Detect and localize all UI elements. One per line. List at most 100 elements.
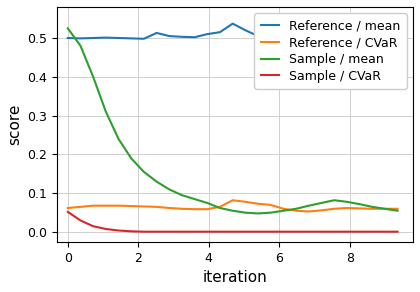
Reference / CVaR (205, 207, 210, 211)
Sample / mean (306, 204, 311, 207)
Sample / mean (294, 207, 299, 211)
Reference / CVaR (129, 204, 134, 208)
Reference / mean (205, 32, 210, 36)
Line: Sample / mean: Sample / mean (68, 28, 398, 213)
Reference / mean (179, 35, 184, 39)
Sample / CVaR (243, 230, 248, 233)
Sample / mean (205, 201, 210, 205)
Sample / CVaR (78, 219, 83, 222)
Sample / mean (382, 207, 387, 211)
Sample / mean (129, 157, 134, 160)
Sample / mean (230, 209, 235, 213)
Sample / CVaR (65, 210, 70, 214)
Sample / mean (357, 202, 362, 206)
Reference / mean (357, 30, 362, 34)
Sample / mean (167, 188, 172, 191)
Sample / CVaR (319, 230, 324, 233)
Sample / mean (344, 200, 349, 204)
Sample / CVaR (91, 225, 96, 228)
Sample / CVaR (103, 227, 108, 231)
Reference / CVaR (103, 204, 108, 207)
Reference / mean (294, 42, 299, 46)
Reference / mean (116, 36, 121, 40)
Reference / CVaR (268, 203, 273, 207)
Reference / CVaR (230, 199, 235, 202)
Reference / CVaR (91, 204, 96, 207)
Reference / CVaR (218, 205, 223, 208)
Sample / CVaR (294, 230, 299, 233)
Reference / mean (255, 34, 260, 38)
Reference / mean (370, 29, 375, 32)
Sample / CVaR (268, 230, 273, 233)
Sample / mean (218, 206, 223, 210)
Sample / mean (142, 170, 147, 174)
Sample / CVaR (192, 230, 197, 233)
Sample / CVaR (116, 229, 121, 232)
Reference / mean (91, 36, 96, 40)
Reference / mean (167, 34, 172, 38)
Reference / mean (281, 44, 286, 48)
Reference / CVaR (344, 206, 349, 210)
Reference / mean (319, 38, 324, 42)
Reference / mean (192, 35, 197, 39)
Sample / CVaR (179, 230, 184, 233)
Reference / mean (332, 36, 337, 40)
Reference / mean (103, 36, 108, 39)
Line: Reference / CVaR: Reference / CVaR (68, 200, 398, 211)
Reference / mean (218, 30, 223, 34)
Reference / mean (243, 29, 248, 32)
Reference / CVaR (357, 207, 362, 210)
Sample / mean (103, 110, 108, 114)
Sample / mean (91, 75, 96, 79)
Reference / CVaR (370, 207, 375, 211)
Sample / mean (192, 197, 197, 201)
Reference / CVaR (78, 205, 83, 208)
Reference / mean (268, 44, 273, 48)
Sample / CVaR (306, 230, 311, 233)
Sample / mean (370, 205, 375, 208)
Line: Sample / CVaR: Sample / CVaR (68, 212, 398, 232)
Sample / CVaR (395, 230, 400, 233)
Reference / CVaR (167, 206, 172, 210)
Reference / CVaR (142, 205, 147, 208)
Sample / mean (319, 201, 324, 205)
Line: Reference / mean: Reference / mean (68, 24, 398, 46)
Reference / CVaR (65, 206, 70, 210)
Sample / CVaR (357, 230, 362, 233)
Reference / mean (395, 25, 400, 28)
Sample / CVaR (129, 230, 134, 233)
Sample / CVaR (281, 230, 286, 233)
Reference / mean (344, 32, 349, 36)
Sample / mean (268, 211, 273, 214)
Sample / CVaR (218, 230, 223, 233)
Y-axis label: score: score (7, 104, 22, 145)
Sample / CVaR (205, 230, 210, 233)
Legend: Reference / mean, Reference / CVaR, Sample / mean, Sample / CVaR: Reference / mean, Reference / CVaR, Samp… (254, 13, 407, 89)
Sample / mean (65, 27, 70, 30)
Sample / CVaR (332, 230, 337, 233)
Sample / mean (395, 209, 400, 213)
Reference / mean (65, 36, 70, 40)
Sample / CVaR (255, 230, 260, 233)
Sample / CVaR (230, 230, 235, 233)
Reference / CVaR (255, 202, 260, 206)
Reference / mean (306, 41, 311, 44)
Sample / mean (78, 44, 83, 48)
Reference / CVaR (332, 207, 337, 211)
X-axis label: iteration: iteration (203, 270, 268, 285)
Sample / mean (332, 199, 337, 202)
Reference / mean (78, 36, 83, 40)
Sample / CVaR (154, 230, 159, 233)
Reference / mean (382, 27, 387, 30)
Sample / CVaR (370, 230, 375, 233)
Reference / CVaR (382, 207, 387, 211)
Sample / CVaR (344, 230, 349, 233)
Sample / mean (116, 137, 121, 141)
Reference / CVaR (192, 207, 197, 211)
Sample / mean (179, 193, 184, 197)
Sample / mean (154, 180, 159, 183)
Reference / mean (230, 22, 235, 25)
Reference / mean (154, 31, 159, 35)
Reference / CVaR (154, 205, 159, 208)
Reference / mean (142, 37, 147, 41)
